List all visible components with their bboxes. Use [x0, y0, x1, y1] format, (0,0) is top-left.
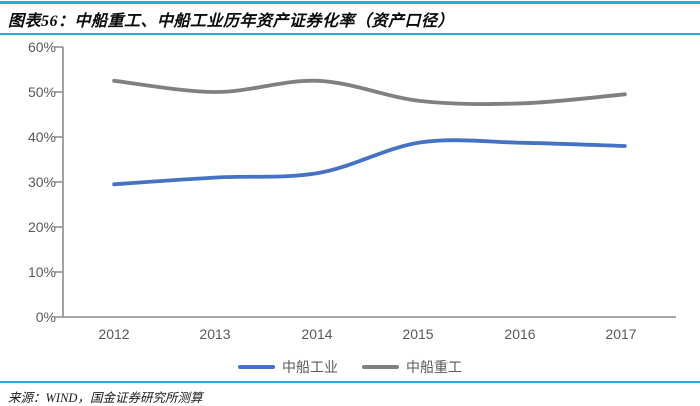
y-axis-tick-label: 20%: [27, 219, 56, 235]
source-note: 来源：WIND，国金证券研究所测算: [8, 391, 203, 405]
figure-top-rule: [0, 1, 700, 4]
x-axis-tick-label: 2017: [605, 326, 637, 342]
x-axis-tick-label: 2016: [504, 326, 536, 342]
legend-label: 中船重工: [406, 359, 462, 375]
x-axis-tick-label: 2014: [301, 326, 333, 342]
y-axis-tick-label: 50%: [27, 84, 56, 100]
y-axis-tick-label: 10%: [27, 264, 56, 280]
source-top-rule: [0, 381, 700, 383]
series-line-cssc: [112, 138, 627, 187]
x-axis-tick-label: 2015: [402, 326, 434, 342]
y-axis-tick-label: 30%: [27, 174, 56, 190]
axis-lines: [55, 46, 676, 318]
title-underline-rule: [0, 33, 700, 35]
legend-item-cssc: 中船工业: [238, 357, 338, 377]
legend-item-csic: 中船重工: [362, 357, 462, 377]
legend-line-swatch-gray: [362, 365, 399, 369]
y-axis-tick-label: 0%: [35, 309, 56, 325]
legend-line-swatch-blue: [238, 365, 275, 369]
series-line-csic: [112, 78, 627, 106]
figure-title: 图表56：中船重工、中船工业历年资产证券化率（资产口径）: [8, 13, 455, 30]
x-axis-tick-label: 2012: [98, 326, 130, 342]
y-axis-tick-label: 60%: [27, 39, 56, 55]
x-axis-tick-label: 2013: [199, 326, 231, 342]
chart-legend: 中船工业 中船重工: [0, 357, 700, 377]
y-axis-tick-label: 40%: [27, 129, 56, 145]
legend-label: 中船工业: [282, 359, 338, 375]
